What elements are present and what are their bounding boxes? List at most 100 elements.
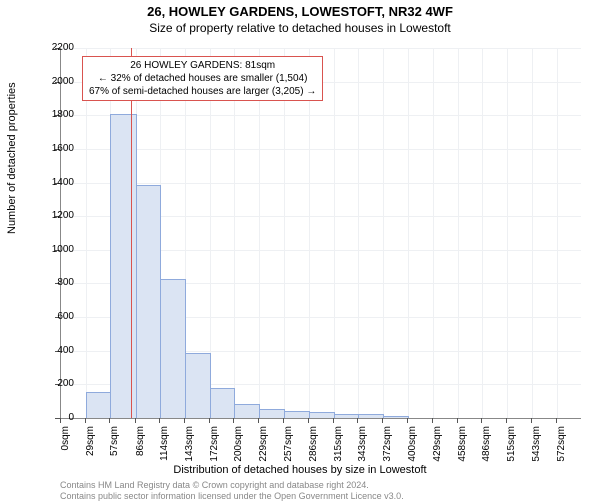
ytick-label: 800 — [34, 277, 74, 288]
ytick-label: 1800 — [34, 109, 74, 120]
xtick-mark — [109, 418, 110, 423]
grid-line-v — [358, 48, 359, 418]
xtick-label: 86sqm — [135, 426, 146, 466]
xtick-label: 257sqm — [283, 426, 294, 466]
chart-title: 26, HOWLEY GARDENS, LOWESTOFT, NR32 4WF — [0, 4, 600, 19]
grid-line-v — [309, 48, 310, 418]
xtick-label: 286sqm — [308, 426, 319, 466]
info-line-2: ← 32% of detached houses are smaller (1,… — [89, 72, 316, 85]
xtick-label: 172sqm — [209, 426, 220, 466]
histogram-bar — [383, 416, 408, 418]
grid-line-h — [61, 183, 581, 184]
xtick-mark — [357, 418, 358, 423]
grid-line-h — [61, 115, 581, 116]
grid-line-v — [532, 48, 533, 418]
xtick-label: 372sqm — [382, 426, 393, 466]
xtick-label: 57sqm — [109, 426, 120, 466]
xtick-label: 400sqm — [407, 426, 418, 466]
xtick-label: 114sqm — [159, 426, 170, 466]
ytick-label: 600 — [34, 311, 74, 322]
footer-line-1: Contains HM Land Registry data © Crown c… — [60, 480, 404, 491]
grid-line-v — [482, 48, 483, 418]
grid-line-v — [458, 48, 459, 418]
grid-line-v — [86, 48, 87, 418]
footer-line-2: Contains public sector information licen… — [60, 491, 404, 502]
grid-line-v — [234, 48, 235, 418]
histogram-bar — [86, 392, 111, 418]
xtick-label: 572sqm — [556, 426, 567, 466]
xtick-mark — [556, 418, 557, 423]
histogram-bar — [284, 411, 310, 418]
ytick-label: 1600 — [34, 143, 74, 154]
property-marker-line — [131, 48, 132, 418]
ytick-label: 1000 — [34, 244, 74, 255]
ytick-label: 400 — [34, 345, 74, 356]
xtick-mark — [432, 418, 433, 423]
xtick-label: 200sqm — [233, 426, 244, 466]
info-line-1: 26 HOWLEY GARDENS: 81sqm — [89, 59, 316, 72]
ytick-label: 1400 — [34, 177, 74, 188]
xtick-label: 543sqm — [531, 426, 542, 466]
xtick-mark — [60, 418, 61, 423]
histogram-bar — [234, 404, 260, 418]
histogram-bar — [185, 353, 211, 418]
xtick-label: 486sqm — [481, 426, 492, 466]
xtick-label: 315sqm — [333, 426, 344, 466]
xtick-mark — [159, 418, 160, 423]
xtick-mark — [481, 418, 482, 423]
ytick-label: 2000 — [34, 76, 74, 87]
plot-area — [60, 48, 581, 419]
histogram-bar — [259, 409, 284, 418]
xtick-label: 458sqm — [457, 426, 468, 466]
xtick-label: 343sqm — [357, 426, 368, 466]
xtick-mark — [283, 418, 284, 423]
xtick-mark — [531, 418, 532, 423]
grid-line-h — [61, 48, 581, 49]
xtick-label: 143sqm — [184, 426, 195, 466]
histogram-bar — [136, 185, 161, 418]
chart-container: 26, HOWLEY GARDENS, LOWESTOFT, NR32 4WF … — [0, 4, 600, 504]
xtick-mark — [258, 418, 259, 423]
ytick-label: 2200 — [34, 42, 74, 53]
xtick-label: 29sqm — [85, 426, 96, 466]
grid-line-v — [383, 48, 384, 418]
xtick-mark — [333, 418, 334, 423]
grid-line-v — [259, 48, 260, 418]
xtick-label: 429sqm — [432, 426, 443, 466]
y-axis-label: Number of detached properties — [6, 82, 18, 234]
xtick-label: 229sqm — [258, 426, 269, 466]
xtick-mark — [85, 418, 86, 423]
ytick-label: 1200 — [34, 210, 74, 221]
grid-line-v — [557, 48, 558, 418]
property-info-box: 26 HOWLEY GARDENS: 81sqm ← 32% of detach… — [82, 56, 323, 101]
ytick-label: 0 — [34, 412, 74, 423]
grid-line-h — [61, 149, 581, 150]
histogram-bar — [309, 412, 335, 418]
xtick-label: 0sqm — [60, 426, 71, 466]
chart-subtitle: Size of property relative to detached ho… — [0, 21, 600, 35]
ytick-label: 200 — [34, 378, 74, 389]
xtick-mark — [209, 418, 210, 423]
xtick-mark — [457, 418, 458, 423]
histogram-bar — [110, 114, 136, 418]
histogram-bar — [160, 279, 186, 418]
xtick-mark — [308, 418, 309, 423]
grid-line-v — [507, 48, 508, 418]
info-line-3: 67% of semi-detached houses are larger (… — [89, 85, 316, 98]
xtick-mark — [382, 418, 383, 423]
xtick-mark — [407, 418, 408, 423]
xtick-mark — [135, 418, 136, 423]
histogram-bar — [210, 388, 235, 418]
histogram-bar — [358, 414, 384, 418]
xtick-mark — [184, 418, 185, 423]
grid-line-v — [284, 48, 285, 418]
footer-attribution: Contains HM Land Registry data © Crown c… — [60, 480, 404, 502]
histogram-bar — [334, 414, 359, 418]
grid-line-v — [334, 48, 335, 418]
grid-line-v — [408, 48, 409, 418]
xtick-label: 515sqm — [506, 426, 517, 466]
xtick-mark — [506, 418, 507, 423]
grid-line-v — [433, 48, 434, 418]
chart-area — [60, 48, 580, 418]
xtick-mark — [233, 418, 234, 423]
